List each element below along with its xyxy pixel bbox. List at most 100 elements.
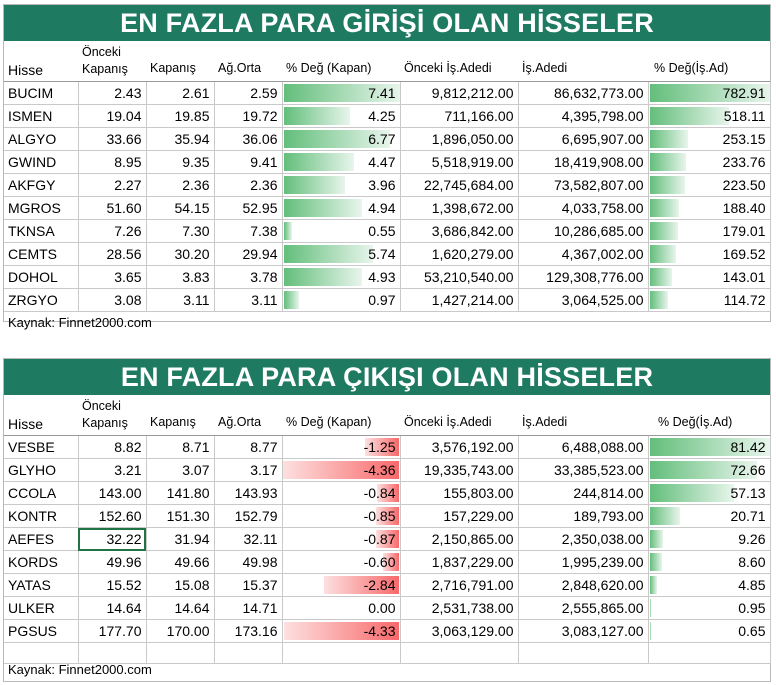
cell-deg-kapan[interactable]: 0.00	[282, 596, 401, 620]
cell-onceki-kapanis[interactable]: 143.00	[78, 481, 147, 505]
empty-cell[interactable]	[146, 642, 215, 664]
cell-onceki-adet[interactable]: 1,837,229.00	[400, 550, 519, 574]
cell-kapanis[interactable]: 151.30	[146, 504, 215, 528]
cell-agorta[interactable]: 49.98	[214, 550, 283, 574]
cell-adet[interactable]: 33,385,523.00	[518, 458, 649, 482]
cell-onceki-adet[interactable]: 1,620,279.00	[400, 242, 519, 266]
cell-hisse[interactable]: ISMEN	[4, 104, 79, 128]
cell-deg-kapan[interactable]: 7.41	[282, 82, 401, 105]
cell-deg-kapan[interactable]: 4.93	[282, 265, 401, 289]
cell-onceki-kapanis[interactable]: 49.96	[78, 550, 147, 574]
cell-deg-kapan[interactable]: -1.25	[282, 436, 401, 459]
cell-deg-adet[interactable]: 57.13	[648, 481, 771, 505]
cell-agorta[interactable]: 173.16	[214, 619, 283, 643]
cell-deg-kapan[interactable]: -0.60	[282, 550, 401, 574]
cell-onceki-adet[interactable]: 1,427,214.00	[400, 288, 519, 312]
empty-cell[interactable]	[282, 642, 401, 664]
cell-deg-adet[interactable]: 169.52	[648, 242, 771, 266]
cell-onceki-adet[interactable]: 5,518,919.00	[400, 150, 519, 174]
cell-agorta[interactable]: 3.78	[214, 265, 283, 289]
cell-adet[interactable]: 73,582,807.00	[518, 173, 649, 197]
cell-onceki-kapanis[interactable]: 19.04	[78, 104, 147, 128]
cell-adet[interactable]: 4,395,798.00	[518, 104, 649, 128]
cell-deg-adet[interactable]: 179.01	[648, 219, 771, 243]
cell-adet[interactable]: 129,308,776.00	[518, 265, 649, 289]
cell-onceki-kapanis[interactable]: 28.56	[78, 242, 147, 266]
cell-agorta[interactable]: 143.93	[214, 481, 283, 505]
cell-hisse[interactable]: AEFES	[4, 527, 79, 551]
cell-deg-adet[interactable]: 114.72	[648, 288, 771, 312]
cell-onceki-adet[interactable]: 1,896,050.00	[400, 127, 519, 151]
cell-kapanis[interactable]: 2.36	[146, 173, 215, 197]
cell-kapanis[interactable]: 3.83	[146, 265, 215, 289]
cell-deg-adet[interactable]: 253.15	[648, 127, 771, 151]
cell-hisse[interactable]: ULKER	[4, 596, 79, 620]
cell-agorta[interactable]: 3.17	[214, 458, 283, 482]
empty-cell[interactable]	[78, 642, 147, 664]
cell-deg-adet[interactable]: 223.50	[648, 173, 771, 197]
cell-onceki-kapanis[interactable]: 33.66	[78, 127, 147, 151]
cell-agorta[interactable]: 8.77	[214, 436, 283, 459]
cell-onceki-kapanis[interactable]: 3.08	[78, 288, 147, 312]
cell-adet[interactable]: 4,033,758.00	[518, 196, 649, 220]
cell-onceki-kapanis[interactable]: 3.21	[78, 458, 147, 482]
cell-deg-adet[interactable]: 782.91	[648, 82, 771, 105]
cell-onceki-adet[interactable]: 711,166.00	[400, 104, 519, 128]
cell-adet[interactable]: 86,632,773.00	[518, 82, 649, 105]
cell-adet[interactable]: 189,793.00	[518, 504, 649, 528]
cell-adet[interactable]: 2,555,865.00	[518, 596, 649, 620]
cell-hisse[interactable]: KONTR	[4, 504, 79, 528]
cell-hisse[interactable]: DOHOL	[4, 265, 79, 289]
cell-hisse[interactable]: CEMTS	[4, 242, 79, 266]
cell-hisse[interactable]: AKFGY	[4, 173, 79, 197]
cell-kapanis[interactable]: 31.94	[146, 527, 215, 551]
cell-onceki-kapanis[interactable]: 15.52	[78, 573, 147, 597]
cell-agorta[interactable]: 36.06	[214, 127, 283, 151]
cell-adet[interactable]: 3,083,127.00	[518, 619, 649, 643]
cell-deg-adet[interactable]: 81.42	[648, 436, 771, 459]
cell-deg-kapan[interactable]: -4.36	[282, 458, 401, 482]
cell-onceki-kapanis[interactable]: 2.43	[78, 82, 147, 105]
cell-adet[interactable]: 244,814.00	[518, 481, 649, 505]
cell-hisse[interactable]: BUCIM	[4, 82, 79, 105]
empty-cell[interactable]	[648, 642, 771, 664]
cell-onceki-kapanis[interactable]: 3.65	[78, 265, 147, 289]
cell-onceki-adet[interactable]: 2,531,738.00	[400, 596, 519, 620]
cell-agorta[interactable]: 52.95	[214, 196, 283, 220]
cell-kapanis[interactable]: 15.08	[146, 573, 215, 597]
cell-onceki-kapanis[interactable]: 8.95	[78, 150, 147, 174]
cell-agorta[interactable]: 2.36	[214, 173, 283, 197]
cell-adet[interactable]: 3,064,525.00	[518, 288, 649, 312]
cell-agorta[interactable]: 152.79	[214, 504, 283, 528]
cell-onceki-kapanis[interactable]: 14.64	[78, 596, 147, 620]
cell-onceki-adet[interactable]: 2,150,865.00	[400, 527, 519, 551]
cell-hisse[interactable]: MGROS	[4, 196, 79, 220]
cell-deg-adet[interactable]: 0.95	[648, 596, 771, 620]
cell-agorta[interactable]: 7.38	[214, 219, 283, 243]
cell-deg-kapan[interactable]: -0.85	[282, 504, 401, 528]
empty-cell[interactable]	[214, 642, 283, 664]
empty-cell[interactable]	[518, 642, 649, 664]
cell-deg-adet[interactable]: 518.11	[648, 104, 771, 128]
cell-agorta[interactable]: 3.11	[214, 288, 283, 312]
cell-onceki-adet[interactable]: 3,686,842.00	[400, 219, 519, 243]
cell-deg-adet[interactable]: 9.26	[648, 527, 771, 551]
cell-onceki-kapanis[interactable]: 32.22	[78, 527, 147, 551]
cell-adet[interactable]: 2,350,038.00	[518, 527, 649, 551]
cell-deg-kapan[interactable]: -0.84	[282, 481, 401, 505]
cell-kapanis[interactable]: 2.61	[146, 82, 215, 105]
cell-kapanis[interactable]: 19.85	[146, 104, 215, 128]
cell-deg-adet[interactable]: 0.65	[648, 619, 771, 643]
cell-hisse[interactable]: YATAS	[4, 573, 79, 597]
cell-agorta[interactable]: 32.11	[214, 527, 283, 551]
cell-onceki-adet[interactable]: 9,812,212.00	[400, 82, 519, 105]
cell-adet[interactable]: 1,995,239.00	[518, 550, 649, 574]
cell-agorta[interactable]: 15.37	[214, 573, 283, 597]
cell-deg-adet[interactable]: 4.85	[648, 573, 771, 597]
cell-agorta[interactable]: 19.72	[214, 104, 283, 128]
cell-adet[interactable]: 18,419,908.00	[518, 150, 649, 174]
cell-deg-adet[interactable]: 20.71	[648, 504, 771, 528]
cell-hisse[interactable]: CCOLA	[4, 481, 79, 505]
cell-kapanis[interactable]: 3.11	[146, 288, 215, 312]
cell-deg-kapan[interactable]: 6.77	[282, 127, 401, 151]
